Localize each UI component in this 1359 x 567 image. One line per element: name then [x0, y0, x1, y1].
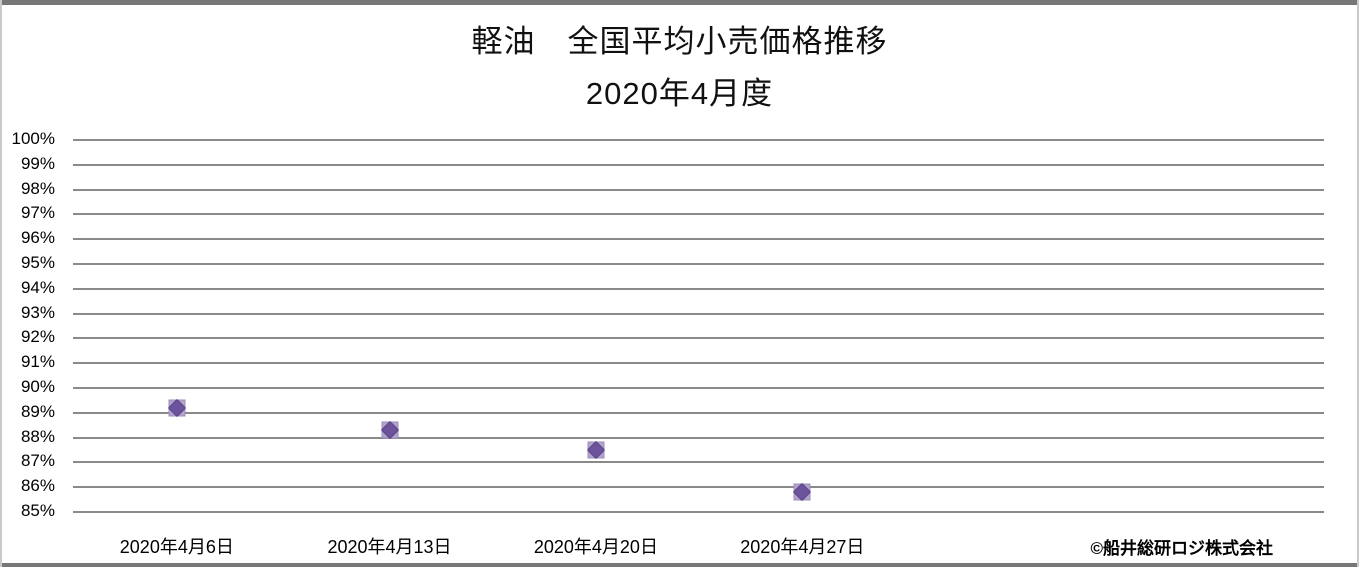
gridline-88 — [73, 436, 1324, 439]
y-axis-tick-label: 98% — [20, 178, 55, 198]
y-axis-tick-label: 96% — [20, 228, 55, 248]
gridline-99 — [73, 163, 1324, 166]
gridline-93 — [73, 312, 1324, 315]
gridline-96 — [73, 238, 1324, 241]
y-axis-tick-label: 100% — [11, 129, 55, 149]
gridline-98 — [73, 188, 1324, 191]
gridline-86 — [73, 486, 1324, 489]
y-axis-tick-label: 94% — [20, 277, 55, 297]
y-axis-tick-label: 85% — [20, 501, 55, 521]
window-right-border — [1357, 0, 1359, 567]
gridline-85 — [73, 511, 1324, 513]
gridline-100 — [73, 139, 1324, 141]
chart-title-line1: 軽油 全国平均小売価格推移 — [471, 24, 888, 59]
y-axis-tick-label: 91% — [20, 352, 55, 372]
gridline-94 — [73, 287, 1324, 290]
copyright-label: ©船井総研ロジ株式会社 — [1090, 539, 1273, 558]
x-axis-tick-label: 2020年4月20日 — [533, 537, 658, 557]
y-axis-tick-label: 93% — [20, 302, 55, 322]
gridline-91 — [73, 362, 1324, 365]
y-axis-tick-label: 89% — [20, 401, 55, 421]
chart-title-line2: 2020年4月度 — [585, 76, 774, 111]
gridline-97 — [73, 213, 1324, 216]
y-axis-tick-label: 95% — [20, 253, 55, 273]
y-axis-tick-label: 97% — [20, 203, 55, 223]
y-axis-tick-label: 90% — [20, 377, 55, 397]
gridline-87 — [73, 461, 1324, 464]
x-axis-tick-label: 2020年4月27日 — [740, 537, 865, 557]
gridline-89 — [73, 411, 1324, 414]
x-axis-tick-label: 2020年4月13日 — [327, 537, 452, 557]
window-bottom-border — [0, 563, 1359, 567]
x-axis-tick-label: 2020年4月6日 — [119, 537, 234, 557]
chart-title: 軽油 全国平均小売価格推移 2020年4月度 — [0, 16, 1359, 120]
gridline-90 — [73, 387, 1324, 389]
y-axis-tick-label: 86% — [20, 476, 55, 496]
plot-area: 100% 99% 98% 97% 96% 95% 94% 93% 92% 91% 90% 89% 88%… — [12, 129, 1324, 557]
y-axis-tick-label: 99% — [20, 153, 55, 173]
y-axis-tick-label: 88% — [20, 426, 55, 446]
window-left-border — [0, 0, 2, 567]
window-top-border — [0, 0, 1359, 5]
y-axis-tick-label: 87% — [20, 451, 55, 471]
gridline-92 — [73, 337, 1324, 340]
gridline-95 — [73, 263, 1324, 265]
y-axis-tick-label: 92% — [20, 327, 55, 347]
